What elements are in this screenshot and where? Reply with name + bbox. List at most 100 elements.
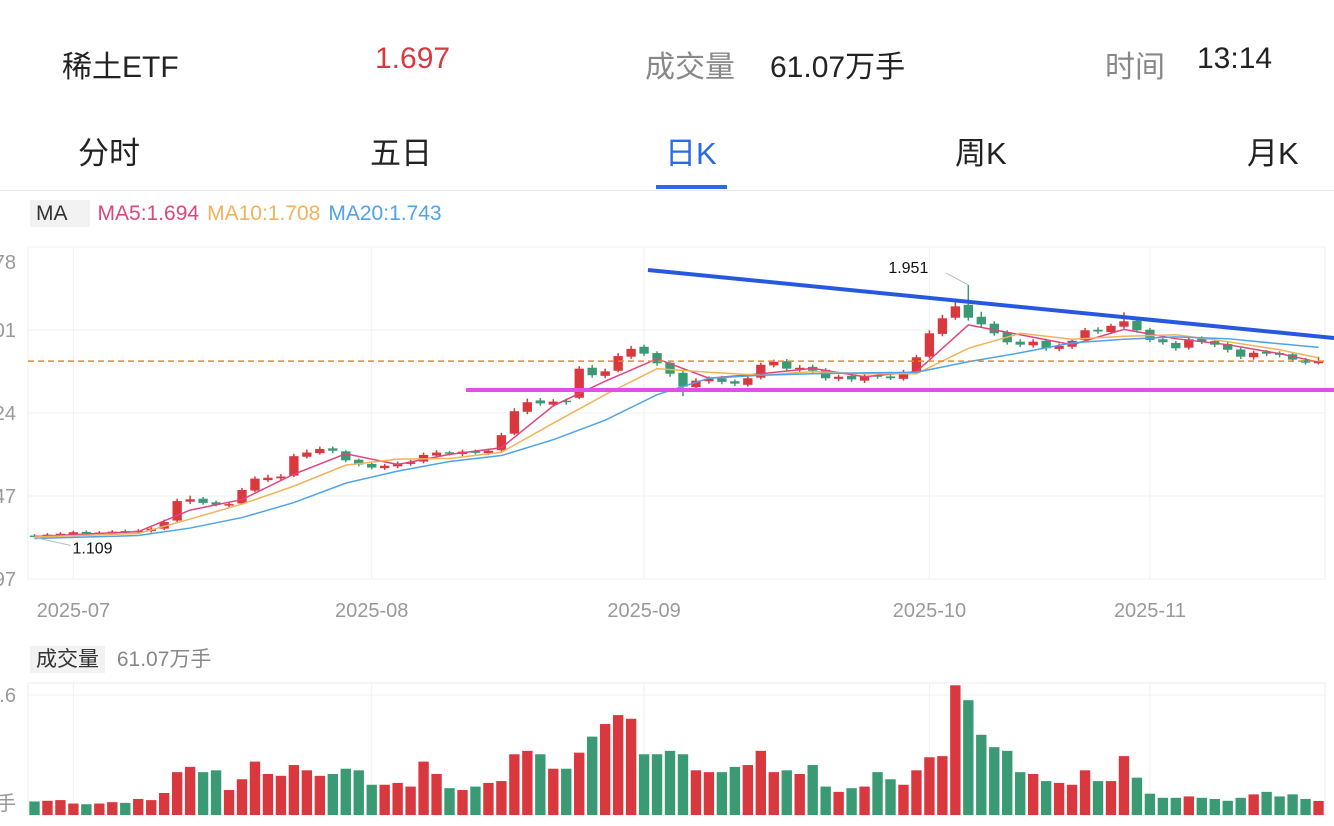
volume-bar xyxy=(340,768,351,815)
candle-body xyxy=(833,376,844,379)
legend-value: 1.694 xyxy=(146,202,200,225)
legend-name: MA20 xyxy=(328,202,389,225)
volume-unit: 万手 xyxy=(0,792,16,815)
volume-bar xyxy=(950,685,961,815)
volume-bar xyxy=(29,801,40,815)
volume-bar xyxy=(197,772,209,815)
x-tick-label: 2025-08 xyxy=(335,600,408,622)
candle-body xyxy=(250,478,260,491)
candle-body xyxy=(1248,352,1259,358)
volume-bar xyxy=(587,736,598,815)
volume-bar xyxy=(1040,781,1052,815)
volume-bar xyxy=(94,803,105,815)
candle-body xyxy=(924,333,935,357)
volume-bar xyxy=(1222,800,1233,815)
ma-line xyxy=(34,336,1319,540)
volume-bar xyxy=(716,772,728,815)
volume-bar xyxy=(133,798,144,815)
candle-body xyxy=(1119,321,1129,327)
volume-bar xyxy=(1105,781,1117,815)
volume-bar xyxy=(1170,797,1182,815)
volume-bar xyxy=(963,700,974,815)
x-tick-label: 2025-07 xyxy=(37,600,110,622)
candle-body xyxy=(354,459,364,465)
ma-line xyxy=(34,332,1319,538)
candle-body xyxy=(548,401,558,405)
volume-bar xyxy=(625,718,637,815)
candle-body xyxy=(1041,340,1051,349)
volume-bar xyxy=(353,770,364,815)
volume-bar xyxy=(535,754,546,815)
volume-bar xyxy=(1300,798,1311,815)
volume-bar xyxy=(677,754,689,815)
annotation-leader xyxy=(946,272,969,286)
candle-body xyxy=(470,451,481,453)
candle-body xyxy=(795,367,805,370)
candle-body xyxy=(81,531,92,534)
candle-body xyxy=(1236,349,1246,357)
candle-body xyxy=(1080,330,1090,340)
candle-body xyxy=(704,378,714,382)
y-tick-label: 0.97 xyxy=(0,569,16,591)
volume: 61.07万手 xyxy=(770,51,906,84)
volume-bar xyxy=(184,766,196,815)
volume-bar xyxy=(1015,772,1026,815)
candle-body xyxy=(302,452,312,457)
candle-body xyxy=(535,400,545,404)
volume-bar xyxy=(690,770,702,815)
volume-legend: 成交量 61.07万手 xyxy=(30,644,211,676)
ma-line xyxy=(34,324,1319,538)
volume-bar xyxy=(833,791,844,815)
volume-bar xyxy=(664,750,676,815)
candle-body xyxy=(1093,329,1103,332)
candle-body xyxy=(730,381,740,384)
volume-bar xyxy=(1274,796,1285,815)
volume-bar xyxy=(612,715,624,815)
volume-bar xyxy=(1287,794,1298,815)
y-tick-label: 1.524 xyxy=(0,403,16,425)
volume-bar xyxy=(1027,773,1039,815)
tab[interactable]: 五日 xyxy=(370,136,432,171)
volume-bar xyxy=(146,800,157,815)
candle-body xyxy=(405,462,416,464)
volume-bar xyxy=(457,790,468,815)
candle-body xyxy=(367,463,377,468)
candle-body xyxy=(1223,344,1233,350)
volume-bar xyxy=(1157,797,1169,815)
tab[interactable]: 周K xyxy=(955,136,1007,171)
volume-bar xyxy=(496,781,507,815)
volume-bar xyxy=(768,772,779,815)
candle-body xyxy=(263,477,273,481)
candle-body xyxy=(976,316,986,325)
volume-bar xyxy=(327,773,338,815)
tab[interactable]: 日K xyxy=(665,136,717,171)
volume-bar xyxy=(379,784,390,815)
volume-bar xyxy=(366,784,377,815)
legend-value: 1.743 xyxy=(389,202,442,225)
candle-body xyxy=(198,498,208,503)
candle-body xyxy=(600,371,610,376)
volume-bar xyxy=(301,770,313,815)
candle-body xyxy=(276,476,286,479)
volume-bar xyxy=(1235,797,1246,815)
candle-body xyxy=(1132,320,1142,331)
volume-bar xyxy=(275,775,287,815)
candle-body xyxy=(496,435,507,451)
volume-bar xyxy=(1144,793,1156,815)
volume-bar xyxy=(638,754,650,815)
candle-body xyxy=(1028,341,1038,346)
candle-body xyxy=(626,348,636,357)
candle-body xyxy=(911,357,922,372)
ma-legend: MA MA51.694 MA101.708 MA201.743 xyxy=(30,198,450,230)
candle-body xyxy=(237,490,247,504)
volume-bar xyxy=(1248,794,1259,815)
candle-body xyxy=(522,402,533,412)
volume-bar xyxy=(703,772,715,815)
volume-subtitle: 61.07万手 xyxy=(116,648,212,671)
candle-body xyxy=(185,499,195,502)
legend-name: MA5 xyxy=(98,202,147,225)
tab[interactable]: 分时 xyxy=(78,136,140,171)
tab[interactable]: 月K xyxy=(1247,136,1299,171)
volume-bar xyxy=(314,775,326,815)
